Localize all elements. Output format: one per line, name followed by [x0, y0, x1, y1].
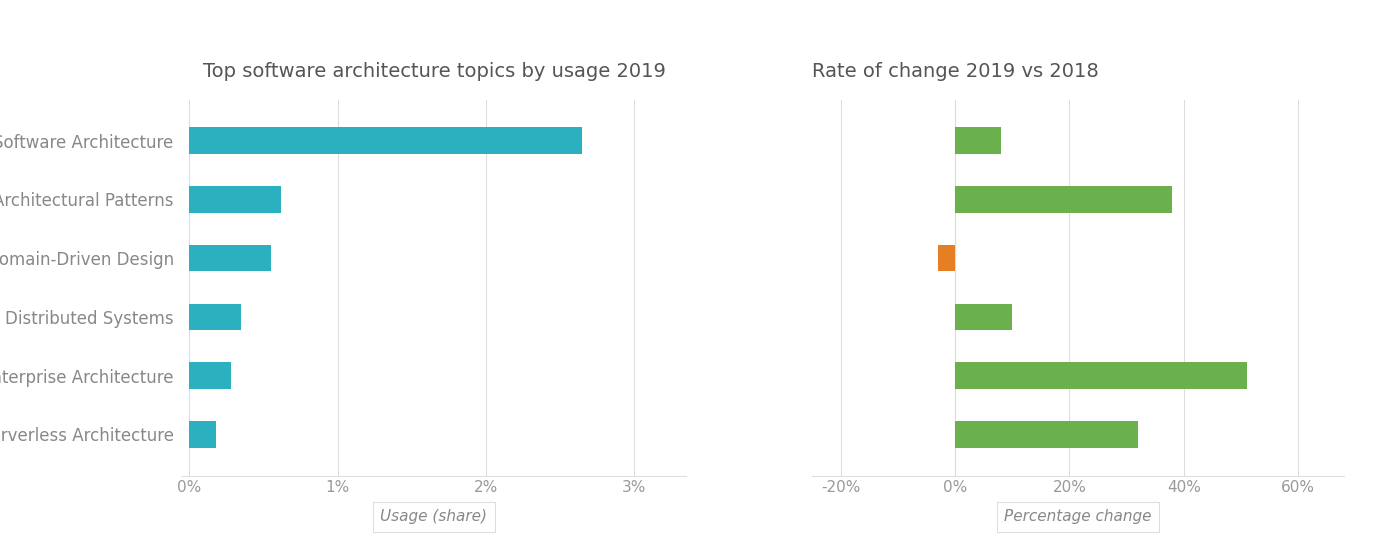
X-axis label: Percentage change: Percentage change [1004, 509, 1152, 524]
Bar [955, 421, 1138, 448]
Bar [938, 245, 955, 272]
Bar [189, 304, 241, 330]
Bar [955, 186, 1172, 213]
Bar [189, 127, 582, 154]
Bar [189, 245, 272, 272]
Bar [189, 421, 216, 448]
Text: Rate of change 2019 vs 2018: Rate of change 2019 vs 2018 [812, 62, 1099, 81]
Title: Top software architecture topics by usage 2019: Top software architecture topics by usag… [203, 62, 665, 81]
Bar [955, 127, 1001, 154]
X-axis label: Usage (share): Usage (share) [381, 509, 487, 524]
Bar [955, 304, 1012, 330]
Bar [189, 362, 231, 389]
Bar [955, 362, 1247, 389]
Bar [189, 186, 281, 213]
